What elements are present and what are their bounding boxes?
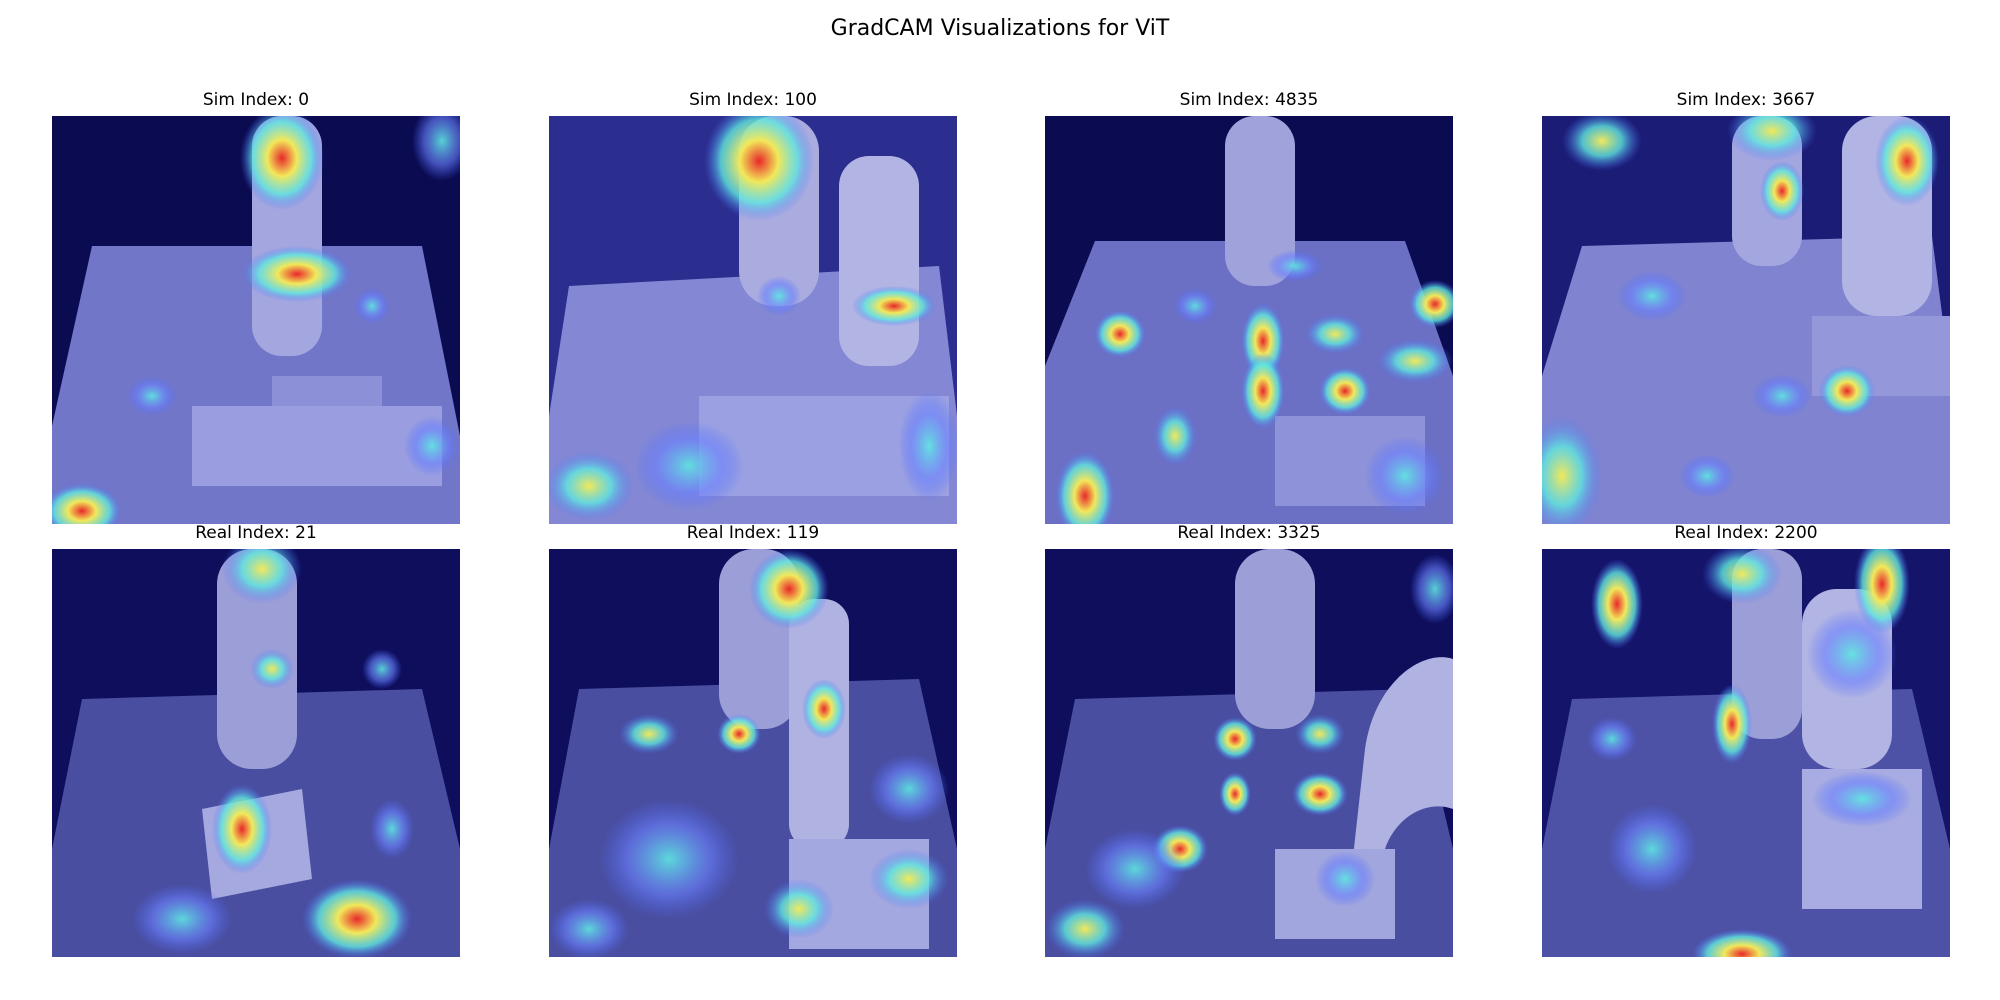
panel-title: Real Index: 2200 xyxy=(1674,523,1818,543)
panel-title: Sim Index: 0 xyxy=(202,90,310,110)
figure-title: GradCAM Visualizations for ViT xyxy=(830,16,1170,41)
panel-title: Real Index: 21 xyxy=(195,523,317,543)
gradcam-image xyxy=(1542,116,1950,524)
gradcam-image xyxy=(1045,549,1453,957)
panel-title: Real Index: 119 xyxy=(686,523,820,543)
gradcam-image xyxy=(549,549,957,957)
gradcam-image xyxy=(1045,116,1453,524)
gradcam-image xyxy=(1542,549,1950,957)
panel-title: Sim Index: 4835 xyxy=(1179,90,1319,110)
gradcam-image xyxy=(549,116,957,524)
panel-title: Sim Index: 3667 xyxy=(1676,90,1816,110)
gradcam-image xyxy=(52,116,460,524)
gradcam-image xyxy=(52,549,460,957)
panel-title: Sim Index: 100 xyxy=(689,90,817,110)
panel-title: Real Index: 3325 xyxy=(1177,523,1321,543)
